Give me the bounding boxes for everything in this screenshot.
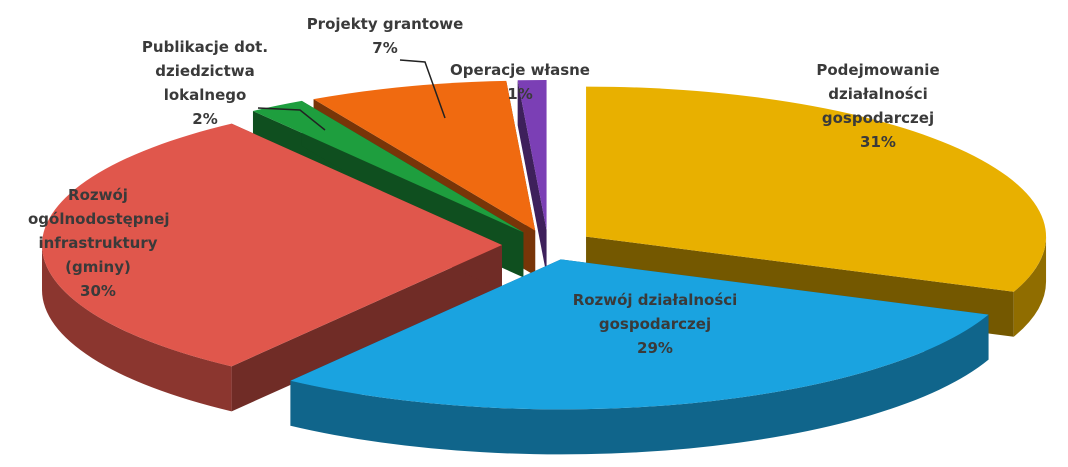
pie-slice <box>586 86 1047 292</box>
pie-slice <box>41 123 502 367</box>
slice-label: Projekty grantowe 7% <box>280 12 490 60</box>
slice-label: Operacje własne 1% <box>430 58 610 106</box>
category-name: Projekty grantowe <box>306 15 464 33</box>
value-label: 31% <box>860 133 896 151</box>
value-label: 1% <box>507 85 533 103</box>
pie-slice <box>517 80 547 231</box>
slice-wall <box>42 245 232 412</box>
category-name: Podejmowanie działalności gospodarczej <box>816 61 940 127</box>
category-name: Operacje własne <box>450 61 590 79</box>
pie-slice <box>313 80 536 231</box>
slice-wall <box>1013 236 1047 337</box>
slice-label: Publikacje dot. dziedzictwa lokalnego 2% <box>130 35 280 131</box>
slice-side <box>231 245 503 412</box>
value-label: 7% <box>372 39 398 57</box>
pie-slice <box>252 100 524 233</box>
category-name: Rozwój ogólnodostępnej infrastruktury (g… <box>28 186 170 276</box>
slice-wall <box>290 314 989 455</box>
leader-line <box>257 107 326 131</box>
slice-label: Rozwój działalności gospodarczej 29% <box>545 288 765 360</box>
slice-label: Podejmowanie działalności gospodarczej 31… <box>798 58 958 154</box>
pie-slice <box>290 259 989 410</box>
value-label: 30% <box>80 282 116 300</box>
category-name: Rozwój działalności gospodarczej <box>572 291 738 333</box>
value-label: 29% <box>637 339 673 357</box>
value-label: 2% <box>192 110 218 128</box>
slice-label: Rozwój ogólnodostępnej infrastruktury (g… <box>28 183 170 303</box>
category-name: Publikacje dot. dziedzictwa lokalnego <box>141 38 269 104</box>
leader-line <box>399 59 446 119</box>
slice-side <box>517 80 547 276</box>
